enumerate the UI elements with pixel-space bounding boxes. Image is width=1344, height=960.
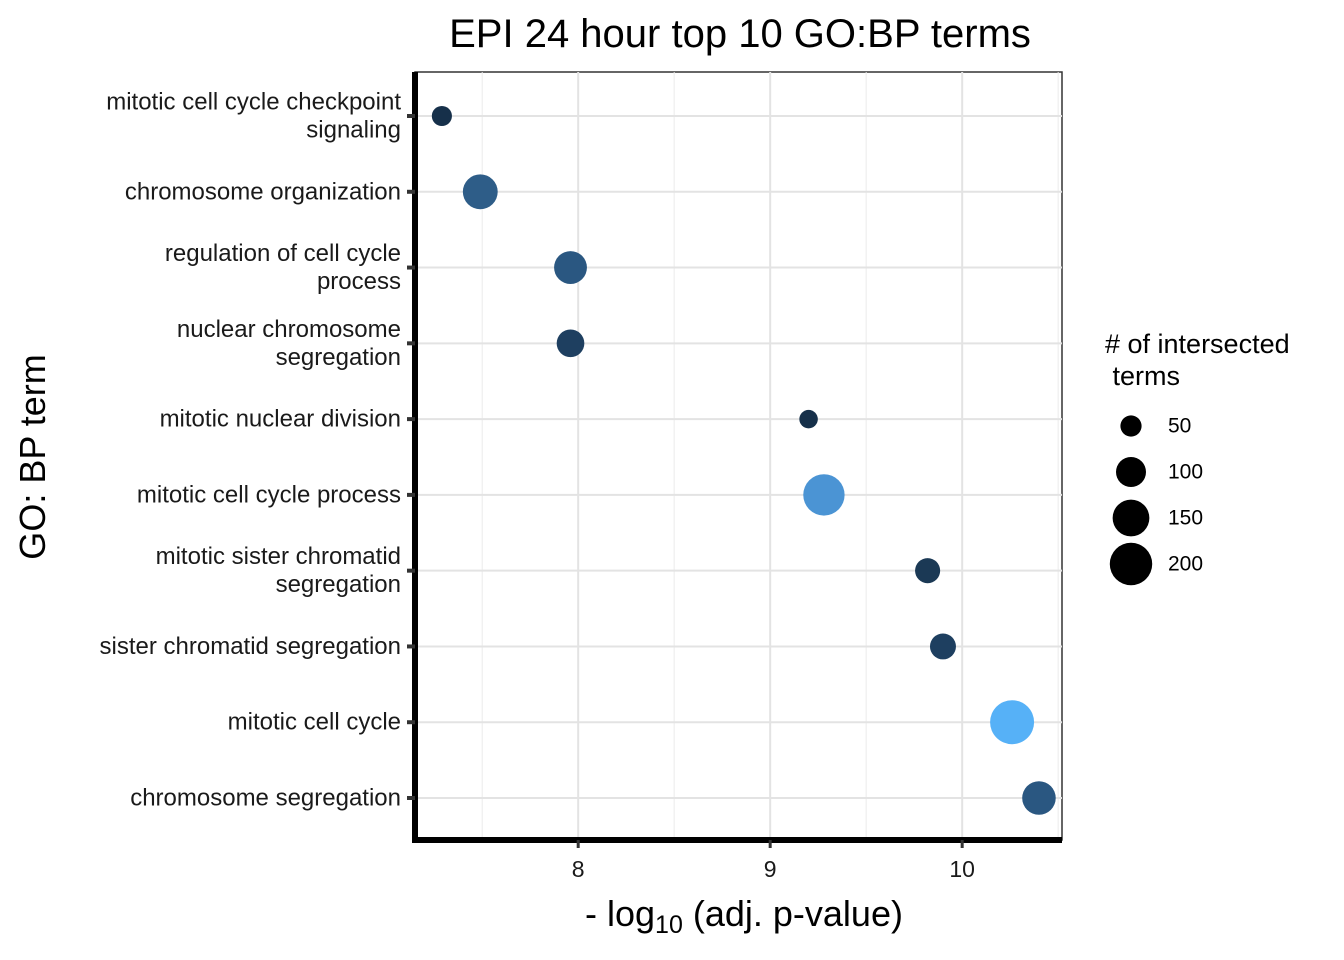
y-tick-label: sister chromatid segregation	[100, 633, 401, 660]
legend-title: # of intersected	[1105, 329, 1290, 359]
grid	[414, 71, 1063, 841]
legend-title: terms	[1105, 361, 1180, 391]
x-tick-label: 8	[572, 856, 585, 882]
legend-label: 200	[1168, 553, 1203, 576]
y-tick-label: chromosome organization	[125, 178, 401, 205]
legend-label: 150	[1168, 507, 1203, 530]
point	[915, 558, 941, 584]
points	[431, 105, 1056, 815]
y-axis-label: GO: BP term	[12, 354, 53, 559]
y-tick-label: signaling	[306, 117, 401, 144]
legend-key-circle	[1109, 542, 1153, 586]
size-legend: # of intersected terms 50 100 150 200	[1105, 329, 1290, 586]
legend-key-circle	[1116, 457, 1146, 487]
legend-label: 50	[1168, 415, 1191, 438]
y-tick-label: chromosome segregation	[130, 785, 401, 812]
point	[803, 474, 845, 516]
y-tick-label: mitotic cell cycle process	[137, 481, 401, 508]
x-ticks: 8 9 10	[572, 840, 975, 882]
point	[1022, 781, 1056, 815]
point	[990, 700, 1035, 745]
legend-key-circle	[1112, 499, 1150, 537]
point	[799, 409, 818, 429]
y-tick-label: mitotic cell cycle	[228, 709, 401, 736]
plot-panel	[414, 71, 1063, 841]
chart-title: EPI 24 hour top 10 GO:BP terms	[449, 12, 1031, 56]
x-axis-label-suffix: (adj. p-value)	[683, 893, 903, 934]
point	[462, 174, 498, 210]
x-axis-label-subscript: 10	[655, 911, 683, 939]
y-tick-label: regulation of cell cycle	[165, 240, 401, 267]
axes	[412, 72, 1062, 843]
y-tick-label: segregation	[276, 571, 401, 598]
y-tick-label: segregation	[276, 344, 401, 371]
y-tick-label: mitotic cell cycle checkpoint	[106, 89, 401, 116]
y-tick-label: process	[317, 268, 401, 295]
x-tick-label: 9	[764, 856, 777, 882]
legend-label: 100	[1168, 461, 1203, 484]
x-axis-label-prefix: - log	[585, 893, 655, 934]
y-tick-label: mitotic nuclear division	[160, 406, 401, 433]
point	[431, 105, 452, 127]
x-axis-label: - log10 (adj. p-value)	[585, 893, 903, 939]
legend-key-circle	[1120, 415, 1142, 437]
y-tick-label: mitotic sister chromatid	[156, 543, 401, 570]
point	[556, 329, 585, 358]
point	[929, 633, 956, 660]
x-tick-label: 10	[949, 856, 975, 882]
point	[554, 251, 587, 284]
y-tick-label: nuclear chromosome	[177, 316, 401, 343]
